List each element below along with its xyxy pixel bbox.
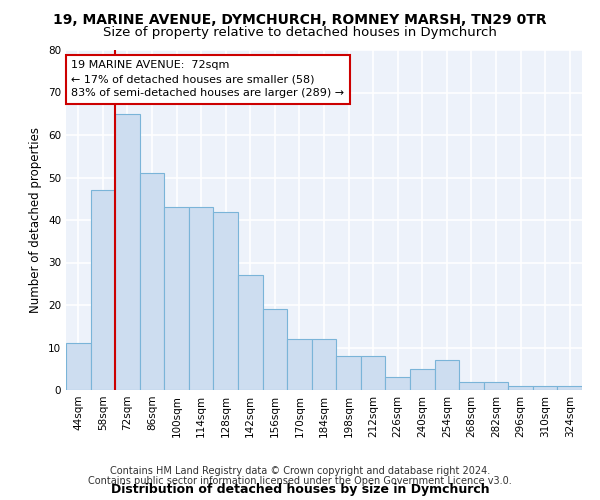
Bar	[336, 356, 361, 390]
Bar	[361, 356, 385, 390]
Bar	[66, 343, 91, 390]
Bar	[557, 386, 582, 390]
Y-axis label: Number of detached properties: Number of detached properties	[29, 127, 43, 313]
Bar	[115, 114, 140, 390]
Bar	[484, 382, 508, 390]
Bar	[434, 360, 459, 390]
Bar	[410, 369, 434, 390]
Bar	[287, 339, 312, 390]
Text: 19 MARINE AVENUE:  72sqm
← 17% of detached houses are smaller (58)
83% of semi-d: 19 MARINE AVENUE: 72sqm ← 17% of detache…	[71, 60, 344, 98]
Bar	[459, 382, 484, 390]
Text: 19, MARINE AVENUE, DYMCHURCH, ROMNEY MARSH, TN29 0TR: 19, MARINE AVENUE, DYMCHURCH, ROMNEY MAR…	[53, 12, 547, 26]
Text: Size of property relative to detached houses in Dymchurch: Size of property relative to detached ho…	[103, 26, 497, 39]
Bar	[508, 386, 533, 390]
Bar	[189, 207, 214, 390]
Bar	[533, 386, 557, 390]
Text: Contains public sector information licensed under the Open Government Licence v3: Contains public sector information licen…	[88, 476, 512, 486]
Text: Distribution of detached houses by size in Dymchurch: Distribution of detached houses by size …	[110, 483, 490, 496]
Bar	[238, 275, 263, 390]
Bar	[312, 339, 336, 390]
Bar	[140, 174, 164, 390]
Bar	[263, 309, 287, 390]
Bar	[91, 190, 115, 390]
Bar	[385, 377, 410, 390]
Bar	[214, 212, 238, 390]
Bar	[164, 207, 189, 390]
Text: Contains HM Land Registry data © Crown copyright and database right 2024.: Contains HM Land Registry data © Crown c…	[110, 466, 490, 476]
